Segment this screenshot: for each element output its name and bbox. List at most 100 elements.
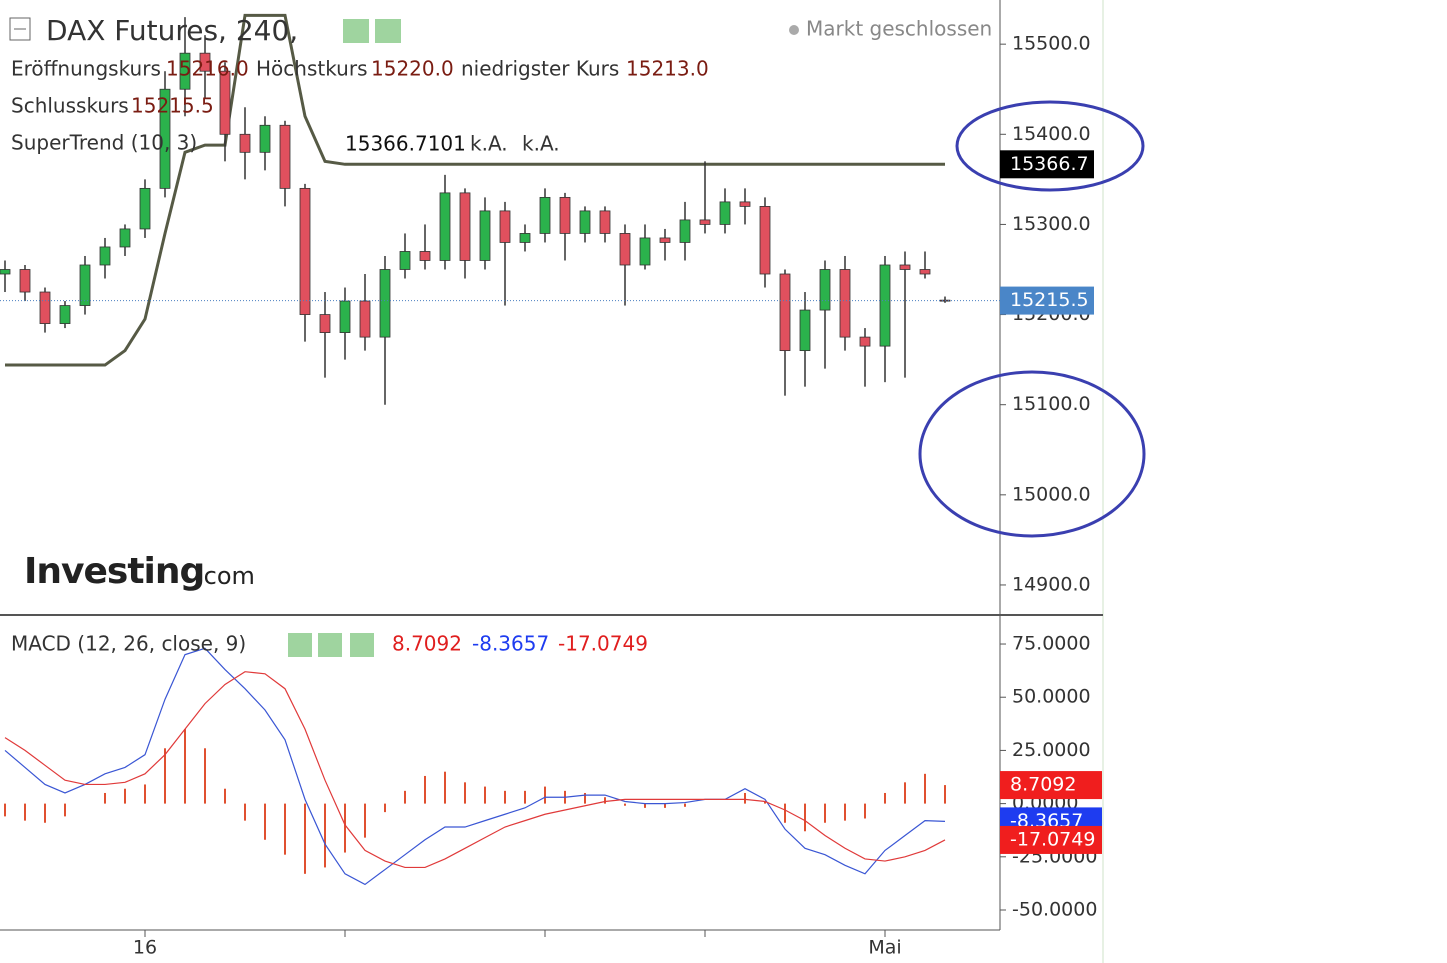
- candle-body: [679, 219, 691, 243]
- candle-body: [699, 219, 711, 225]
- candle-body: [399, 251, 411, 270]
- price-chip: [1000, 286, 1094, 315]
- ohlc-name: Eröffnungskurs: [11, 57, 161, 81]
- candle-body: [419, 251, 431, 261]
- candle-body: [499, 210, 511, 243]
- candle-body: [59, 305, 71, 324]
- candle-body: [719, 201, 731, 225]
- candle-body: [579, 210, 591, 234]
- candle-body: [219, 70, 231, 135]
- y-tick-label: 15500.0: [1012, 33, 1091, 55]
- y-tick-label: 15400.0: [1012, 123, 1091, 145]
- y-tick-label: 50.0000: [1012, 686, 1091, 708]
- chips: 15215.58.7092-8.3657-17.0749: [1000, 286, 1102, 854]
- candle-body: [79, 264, 91, 306]
- candle-body: [39, 291, 51, 324]
- candle-body: [19, 269, 31, 293]
- candle-body: [359, 300, 371, 338]
- candle-body: [839, 269, 851, 338]
- ohlc-name: Schlusskurs: [11, 94, 129, 118]
- y-tick-label: 15000.0: [1012, 483, 1091, 505]
- ohlc-name: Höchstkurs: [256, 57, 368, 81]
- candle-body: [379, 269, 391, 338]
- ticks: 14900.015000.015100.015200.015300.015400…: [133, 33, 1098, 959]
- market-status: Markt geschlossen: [806, 17, 992, 41]
- y-tick-label: -50.0000: [1012, 898, 1097, 920]
- candle-body: [0, 269, 11, 275]
- candle-body: [559, 196, 571, 234]
- indicator-value: k.A.: [522, 132, 560, 156]
- candle-body: [759, 206, 771, 275]
- status-dot: [789, 25, 799, 35]
- watermark-suffix: .com: [196, 562, 255, 590]
- price-chip-label: 15366.7: [1010, 153, 1089, 175]
- candle-body: [919, 269, 931, 275]
- ohlc-value: 15220.0: [371, 57, 454, 81]
- candle-body: [639, 237, 651, 266]
- candle-body: [879, 264, 891, 347]
- price-chip: [1000, 150, 1094, 179]
- candle-body: [139, 187, 151, 230]
- macd-line: [4, 671, 946, 869]
- candle-body: [539, 196, 551, 234]
- candle-body: [659, 237, 671, 243]
- settings-icon[interactable]: [343, 19, 369, 43]
- indicator-name: MACD (12, 26, close, 9): [11, 632, 246, 656]
- indicator-value: -8.3657: [472, 632, 549, 656]
- watermark: Investing: [24, 551, 204, 592]
- ohlc-value: 15215.5: [131, 94, 214, 118]
- price-chip-label: 15215.5: [1010, 289, 1089, 311]
- candle-body: [259, 124, 271, 153]
- overlay: DAX Futures, 240, Markt geschlossen Eröf…: [9, 14, 992, 657]
- candle-body: [859, 336, 871, 347]
- candle-body: [459, 192, 471, 261]
- candle-body: [739, 201, 751, 207]
- price-chip: [1000, 771, 1102, 800]
- ohlc-value: 15216.0: [166, 57, 249, 81]
- candle-body: [479, 210, 491, 261]
- ohlc-value: 15213.0: [626, 57, 709, 81]
- indicator-name: SuperTrend (10, 3): [11, 131, 197, 155]
- candle-body: [819, 269, 831, 311]
- indicator-value: -17.0749: [558, 632, 648, 656]
- collapse-icon[interactable]: [9, 17, 31, 41]
- x-tick-label: Mai: [868, 937, 901, 959]
- candle-body: [339, 300, 351, 333]
- macd-line: [4, 647, 946, 886]
- settings-icon[interactable]: [288, 633, 312, 657]
- candle-body: [99, 246, 111, 266]
- candle-body: [299, 187, 311, 315]
- close-icon[interactable]: [350, 633, 374, 657]
- y-tick-label: 15100.0: [1012, 393, 1091, 415]
- settings-icon[interactable]: [318, 633, 342, 657]
- candle-body: [619, 233, 631, 266]
- ohlc-name: niedrigster Kurs: [461, 57, 619, 81]
- indicator-value: 8.7092: [392, 632, 462, 656]
- candle-body: [279, 124, 291, 189]
- price-chip: [1000, 825, 1102, 854]
- x-tick-label: 16: [133, 937, 157, 959]
- candle-body: [439, 192, 451, 261]
- y-tick-label: 25.0000: [1012, 739, 1091, 761]
- candle-body: [899, 264, 911, 270]
- annotation-ellipse: [918, 370, 1146, 538]
- candle-body: [519, 233, 531, 243]
- candle-body: [319, 314, 331, 333]
- candle-body: [119, 228, 131, 248]
- marks: 15366.7: [0, 13, 1094, 886]
- settings-icon[interactable]: [375, 19, 401, 43]
- price-chip-label: 8.7092: [1010, 774, 1076, 796]
- chart-title: DAX Futures, 240,: [46, 14, 298, 47]
- supertrend-line: [5, 13, 945, 367]
- candle-body: [799, 309, 811, 352]
- candle-body: [159, 88, 171, 189]
- price-chip-label: -17.0749: [1010, 828, 1095, 850]
- y-tick-label: 75.0000: [1012, 633, 1091, 655]
- y-tick-label: 15300.0: [1012, 213, 1091, 235]
- candle-body: [779, 273, 791, 352]
- candle-body: [179, 52, 191, 90]
- annotation-ellipse: [955, 100, 1145, 192]
- candle-body: [199, 52, 211, 72]
- candle-body: [599, 210, 611, 234]
